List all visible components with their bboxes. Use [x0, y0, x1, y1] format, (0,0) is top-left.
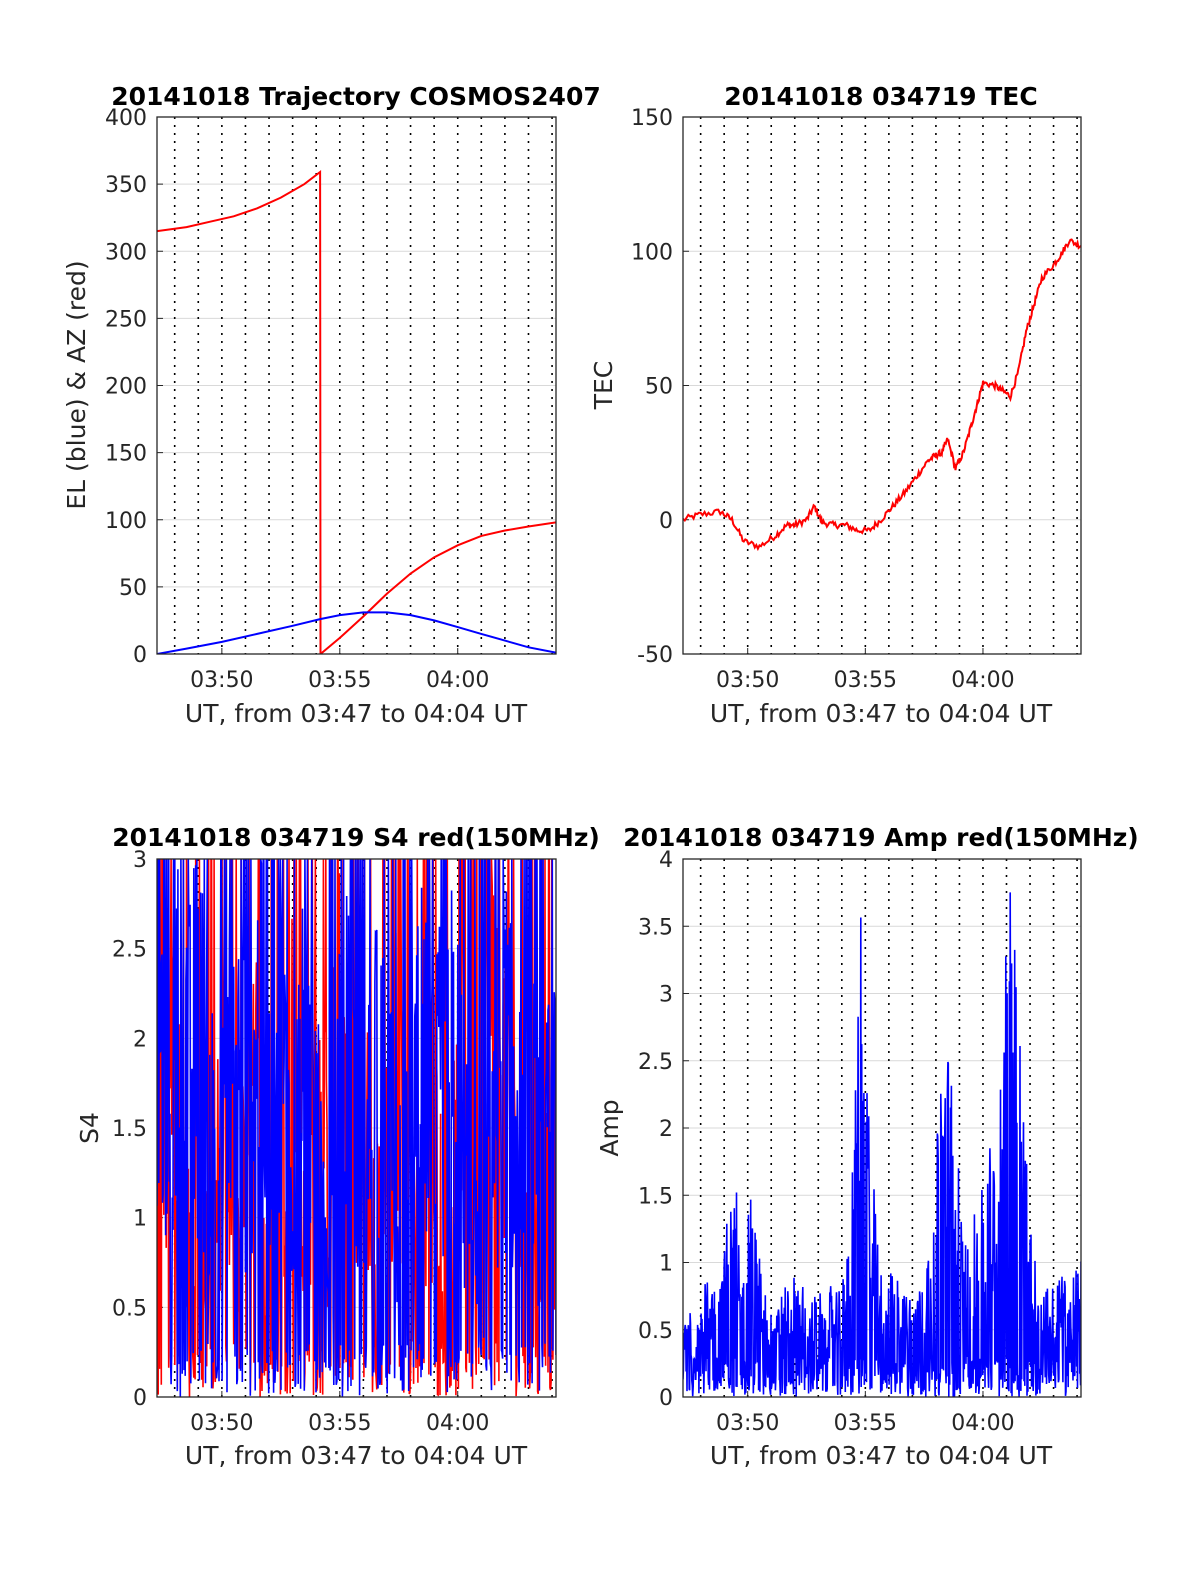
y-tick-label: 2 [659, 1117, 673, 1142]
series-line-blue [157, 859, 556, 1397]
amp-plot: 20141018 034719 Amp red(150MHz) UT, from… [595, 823, 1139, 1470]
x-axis-label: UT, from 03:47 to 04:04 UT [185, 699, 528, 728]
s4-plot: 20141018 034719 S4 red(150MHz) UT, from … [75, 823, 600, 1470]
y-tick-label: 2.5 [638, 1050, 673, 1075]
series-line-blue [157, 611, 556, 654]
y-axis-label: Amp [595, 1099, 624, 1156]
tec-plot: 20141018 034719 TEC UT, from 03:47 to 04… [589, 82, 1082, 728]
x-tick-label: 04:00 [951, 668, 1014, 693]
plot-title: 20141018 034719 Amp red(150MHz) [623, 823, 1139, 852]
series-line-red [683, 238, 1081, 552]
y-tick-label: 300 [105, 240, 147, 265]
x-tick-label: 04:00 [951, 1411, 1014, 1436]
x-tick-label: 04:00 [426, 668, 489, 693]
y-tick-label: 150 [105, 442, 147, 467]
x-tick-label: 03:55 [834, 668, 897, 693]
series-line-blue [683, 892, 1081, 1397]
x-tick-label: 03:50 [190, 668, 253, 693]
y-tick-label: 2 [133, 1027, 147, 1052]
y-tick-label: 3.5 [638, 915, 673, 940]
y-tick-label: 0 [133, 643, 147, 668]
plot-data [157, 859, 556, 1397]
x-axis-label: UT, from 03:47 to 04:04 UT [185, 1441, 528, 1470]
plot-data [683, 238, 1081, 552]
y-tick-label: 0.5 [112, 1296, 147, 1321]
y-tick-label: 1.5 [112, 1117, 147, 1142]
x-tick-label: 03:50 [190, 1411, 253, 1436]
axes-box [156, 116, 557, 655]
y-tick-label: -50 [637, 643, 673, 668]
y-axis-label: S4 [75, 1112, 104, 1144]
x-tick-label: 04:00 [426, 1411, 489, 1436]
y-tick-label: 0.5 [638, 1319, 673, 1344]
plot-title: 20141018 Trajectory COSMOS2407 [111, 82, 601, 111]
y-tick-label: 1 [133, 1207, 147, 1232]
plot-title: 20141018 034719 S4 red(150MHz) [112, 823, 600, 852]
y-tick-label: 350 [105, 173, 147, 198]
axes-box [682, 116, 1082, 655]
y-axis-label: EL (blue) & AZ (red) [62, 260, 91, 509]
y-tick-label: 3 [133, 848, 147, 873]
y-tick-label: 150 [631, 106, 673, 131]
plot-title: 20141018 034719 TEC [724, 82, 1037, 111]
plot-data [683, 892, 1081, 1397]
y-tick-label: 4 [659, 848, 673, 873]
y-tick-label: 1.5 [638, 1184, 673, 1209]
x-tick-label: 03:55 [308, 668, 371, 693]
y-tick-label: 250 [105, 307, 147, 332]
x-tick-label: 03:55 [834, 1411, 897, 1436]
y-tick-label: 0 [659, 1386, 673, 1411]
series-line-red [157, 169, 556, 654]
x-axis-label: UT, from 03:47 to 04:04 UT [710, 699, 1053, 728]
x-tick-label: 03:55 [308, 1411, 371, 1436]
y-tick-label: 50 [119, 576, 147, 601]
axes-box [156, 858, 557, 1398]
plot-data [157, 169, 556, 654]
y-axis-label: TEC [589, 361, 618, 411]
y-tick-label: 1 [659, 1252, 673, 1277]
axes-box [682, 858, 1082, 1398]
y-tick-label: 2.5 [112, 938, 147, 963]
y-tick-label: 0 [659, 509, 673, 534]
y-tick-label: 200 [105, 375, 147, 400]
y-tick-label: 3 [659, 983, 673, 1008]
y-tick-label: 100 [631, 240, 673, 265]
y-tick-label: 50 [645, 375, 673, 400]
trajectory-plot: 20141018 Trajectory COSMOS2407 UT, from … [62, 82, 601, 728]
x-axis-label: UT, from 03:47 to 04:04 UT [710, 1441, 1053, 1470]
x-tick-label: 03:50 [716, 668, 779, 693]
y-tick-label: 0 [133, 1386, 147, 1411]
y-tick-label: 100 [105, 509, 147, 534]
x-tick-label: 03:50 [716, 1411, 779, 1436]
y-tick-label: 400 [105, 106, 147, 131]
